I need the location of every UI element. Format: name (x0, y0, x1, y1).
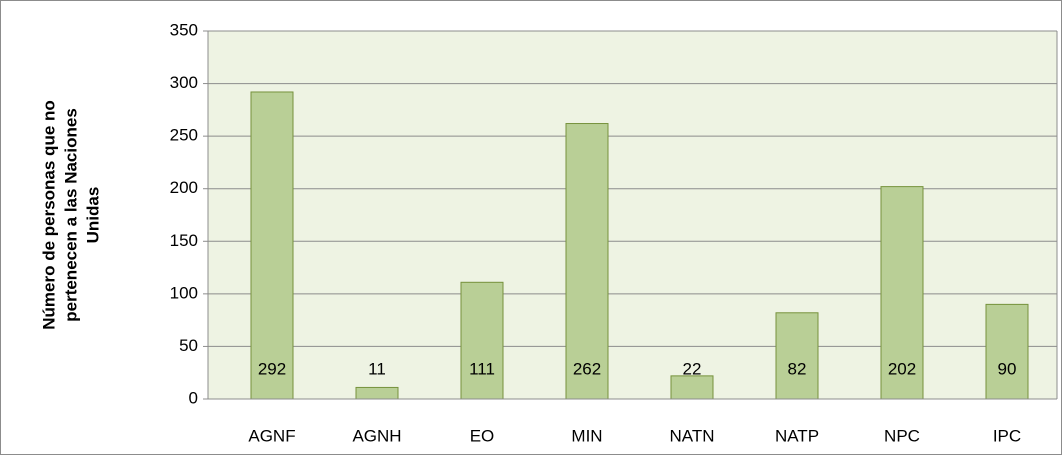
bar (670, 375, 714, 400)
bar (250, 91, 294, 400)
data-label: 90 (998, 359, 1017, 378)
x-tick-label: AGNF (248, 426, 295, 445)
y-axis-label-line: pertenecen a las Naciones (61, 108, 80, 322)
bar (460, 281, 504, 400)
data-label: 202 (888, 359, 916, 378)
plot-area (208, 31, 1057, 399)
data-label: 292 (258, 359, 286, 378)
bar (355, 386, 399, 400)
y-tick-label: 300 (170, 73, 198, 92)
y-axis-label-line: Unidas (83, 187, 102, 244)
bar (565, 123, 609, 400)
x-tick-label: NATN (669, 426, 714, 445)
data-label: 111 (469, 359, 495, 378)
data-label: 262 (573, 359, 601, 378)
data-label: 11 (368, 359, 386, 378)
y-tick-label: 150 (170, 231, 198, 250)
y-tick-label: 350 (170, 20, 198, 39)
x-tick-label: NATP (775, 426, 819, 445)
data-label: 22 (683, 359, 702, 378)
y-tick-label: 250 (170, 126, 198, 145)
y-axis-label-line: Número de personas que no (39, 100, 58, 330)
y-tick-label: 50 (179, 336, 198, 355)
y-tick-label: 100 (170, 283, 198, 302)
x-tick-label: IPC (993, 426, 1021, 445)
y-tick-label: 200 (170, 178, 198, 197)
x-tick-label: AGNH (352, 426, 401, 445)
y-tick-label: 0 (189, 388, 198, 407)
bar (775, 312, 819, 400)
bar (985, 303, 1029, 400)
bar (880, 186, 924, 400)
y-axis-label: Número de personas que no pertenecen a l… (39, 100, 102, 330)
x-tick-label: NPC (884, 426, 920, 445)
data-label: 82 (788, 359, 807, 378)
x-tick-label: EO (470, 426, 495, 445)
x-tick-label: MIN (571, 426, 602, 445)
